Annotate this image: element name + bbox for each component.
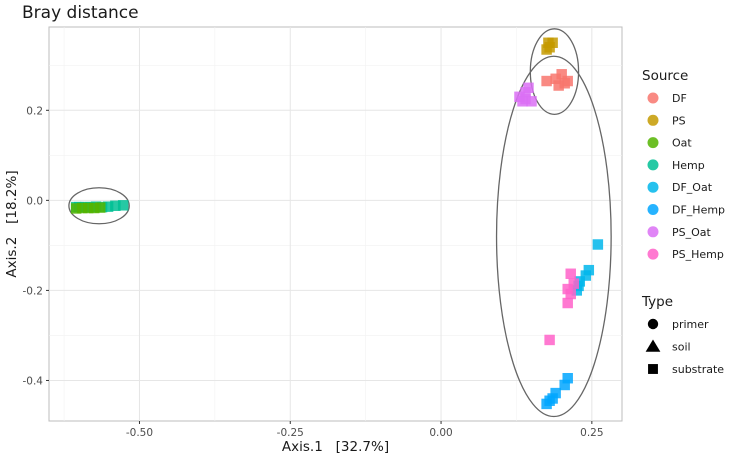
- y-tick-label: 0.0: [26, 195, 43, 207]
- data-point-ps-hemp: [544, 334, 555, 346]
- legend-key-ps-hemp: [647, 248, 659, 260]
- data-point-df-hemp: [559, 379, 570, 391]
- legend-label: DF_Oat: [672, 181, 713, 194]
- data-point-ps-hemp: [565, 268, 576, 279]
- gridlines: [49, 27, 622, 421]
- x-axis-title: Axis.1 [32.7%]: [282, 439, 389, 455]
- data-point-df-oat: [583, 264, 595, 276]
- y-axis-title: Axis.2 [18.2%]: [4, 170, 20, 277]
- legend: Source DF PS Oat Hemp DF_Oat DF_Hemp PS_Oat PS_…: [641, 68, 725, 376]
- data-point-ps-hemp: [568, 278, 579, 289]
- legend-key-ps-oat: [647, 226, 659, 238]
- data-point-df-hemp: [544, 395, 555, 406]
- y-axis-ticks: 0.2 0.0 -0.2 -0.4: [23, 105, 49, 387]
- data-point-oat: [76, 202, 88, 214]
- chart-title: Bray distance: [22, 3, 139, 23]
- legend-key-df-hemp: [647, 204, 659, 215]
- data-point-hemp: [110, 200, 121, 211]
- x-tick-label: 0.00: [429, 427, 452, 439]
- x-tick-label: 0.25: [580, 427, 603, 439]
- legend-label: DF: [672, 92, 687, 105]
- x-tick-label: -0.50: [126, 427, 153, 439]
- legend-label: soil: [672, 341, 691, 354]
- data-points: [70, 37, 604, 410]
- data-point-df-hemp: [550, 387, 561, 399]
- legend-label: PS_Hemp: [672, 248, 724, 261]
- ellipses: [68, 28, 612, 418]
- data-point-df: [556, 69, 567, 80]
- x-tick-label: -0.25: [277, 427, 304, 439]
- legend-key-df: [647, 92, 659, 104]
- data-point-df-hemp: [562, 372, 573, 384]
- data-point-ps-oat: [520, 87, 531, 98]
- data-point-df: [541, 75, 552, 87]
- data-point-df: [562, 75, 573, 87]
- legend-label: DF_Hemp: [672, 204, 725, 217]
- data-point-oat: [95, 202, 106, 213]
- legend-label: Oat: [672, 137, 692, 150]
- data-point-hemp: [117, 200, 129, 211]
- legend-label: substrate: [672, 363, 724, 376]
- cluster-ellipse: [68, 187, 130, 225]
- legend-key-primer: [647, 318, 659, 330]
- y-tick-label: -0.2: [23, 285, 44, 297]
- data-point-ps-oat: [526, 96, 537, 107]
- data-point-df-oat: [592, 239, 604, 250]
- legend-key-ps: [647, 114, 659, 126]
- data-point-ps-oat: [517, 96, 528, 107]
- legend-key-df-oat: [647, 181, 659, 193]
- legend-label: primer: [672, 318, 709, 331]
- data-point-df-oat: [580, 270, 592, 281]
- data-point-oat: [89, 202, 100, 214]
- data-point-ps-hemp: [562, 297, 573, 309]
- legend-types: primer soil substrate: [645, 318, 724, 376]
- data-point-df: [553, 80, 564, 91]
- legend-key-soil: [645, 339, 661, 352]
- legend-sources: DF PS Oat Hemp DF_Oat DF_Hemp PS_Oat PS_Hemp: [647, 92, 725, 261]
- data-point-ps-hemp: [565, 288, 576, 300]
- data-point-ps: [544, 42, 555, 53]
- legend-label: Hemp: [672, 159, 705, 172]
- y-tick-label: 0.2: [26, 105, 43, 117]
- x-axis-ticks: -0.50 -0.25 0.00 0.25: [126, 421, 604, 439]
- legend-title-type: Type: [641, 294, 673, 310]
- legend-key-oat: [647, 137, 659, 149]
- cluster-ellipse: [495, 55, 612, 418]
- legend-label: PS: [672, 114, 686, 127]
- legend-label: PS_Oat: [672, 226, 712, 239]
- legend-key-hemp: [647, 159, 659, 171]
- data-point-df-oat: [571, 285, 582, 296]
- legend-title-source: Source: [642, 68, 688, 84]
- plot-panel: [48, 26, 623, 422]
- data-point-df: [550, 73, 561, 85]
- data-point-oat: [70, 203, 82, 214]
- data-point-hemp: [102, 201, 114, 212]
- y-tick-label: -0.4: [23, 375, 44, 387]
- data-point-oat: [82, 202, 94, 214]
- legend-key-substrate: [648, 364, 658, 374]
